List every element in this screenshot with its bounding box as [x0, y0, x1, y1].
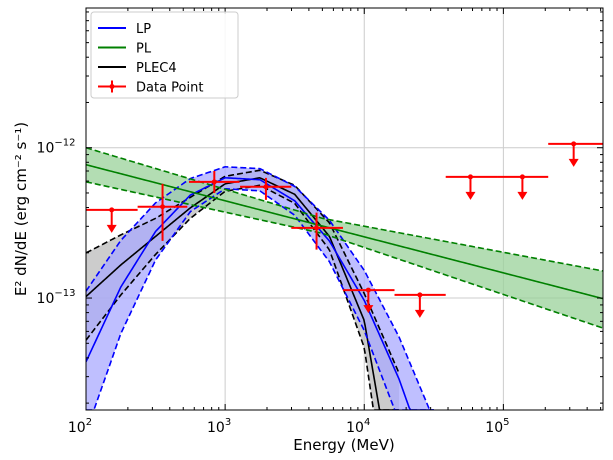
lp-line — [86, 176, 434, 410]
pl-line — [86, 163, 603, 300]
upper-limit-point — [548, 141, 603, 167]
point-marker — [109, 207, 115, 213]
plec4-upper-line — [86, 169, 400, 374]
arrow-head-icon — [568, 158, 579, 167]
legend-marker — [109, 84, 115, 89]
axes-frame — [85, 7, 604, 411]
lp-upper-line — [86, 166, 434, 410]
upper-limit-point — [445, 174, 498, 200]
data-point — [189, 171, 240, 193]
arrow-head-icon — [414, 309, 425, 318]
x-tick-label: 105 — [485, 417, 509, 436]
arrow-head-icon — [363, 305, 374, 314]
upper-limit-point — [394, 292, 446, 318]
point-marker — [519, 174, 525, 180]
data-point — [137, 183, 188, 241]
data-points — [86, 141, 603, 318]
point-marker — [417, 292, 423, 298]
y-axis-label: E² dN/dE (erg cm⁻² s⁻¹) — [12, 122, 30, 296]
x-axis-label: Energy (MeV) — [293, 436, 394, 454]
upper-limit-point — [497, 174, 549, 200]
x-tick-label: 102 — [68, 417, 92, 436]
point-marker — [263, 184, 269, 190]
pl-upper-line — [86, 146, 603, 272]
plec4-line — [86, 177, 400, 410]
point-marker — [365, 287, 371, 293]
legend-entry-plec4: PLEC4 — [98, 61, 177, 76]
lp-lower-line — [86, 187, 434, 410]
arrow-head-icon — [465, 191, 476, 200]
point-marker — [467, 174, 473, 180]
x-tick-label: 104 — [346, 417, 370, 436]
pl-lower-line — [86, 181, 603, 329]
point-marker — [571, 141, 577, 147]
x-tick-label: 103 — [207, 417, 231, 436]
arrow-head-icon — [517, 191, 528, 200]
legend-entry-lp: LP — [98, 22, 151, 37]
y-tick-label: 10−12 — [37, 138, 76, 157]
legend-label: Data Point — [136, 81, 203, 96]
lp-band — [86, 166, 434, 410]
legend-entry-pl: PL — [98, 42, 152, 57]
data-point — [291, 212, 343, 250]
point-marker — [211, 179, 217, 185]
arrow-head-icon — [106, 224, 117, 233]
ticks: 102 103 104 105 10−13 10−12 — [37, 8, 603, 436]
legend: LP PL PLEC4 Data Point — [90, 11, 239, 99]
point-marker — [314, 225, 320, 231]
legend-label: PLEC4 — [136, 61, 177, 76]
legend-box — [90, 11, 239, 99]
legend-label: PL — [136, 42, 152, 57]
upper-limit-point — [342, 287, 395, 314]
y-tick-label: 10−13 — [37, 288, 76, 307]
plec4-lower-line — [86, 184, 400, 410]
model-bands — [86, 146, 603, 410]
point-marker — [160, 204, 166, 210]
upper-limit-point — [86, 207, 138, 233]
legend-label: LP — [136, 22, 151, 37]
data-point — [240, 177, 292, 200]
legend-entry-data-point: Data Point — [98, 80, 203, 96]
